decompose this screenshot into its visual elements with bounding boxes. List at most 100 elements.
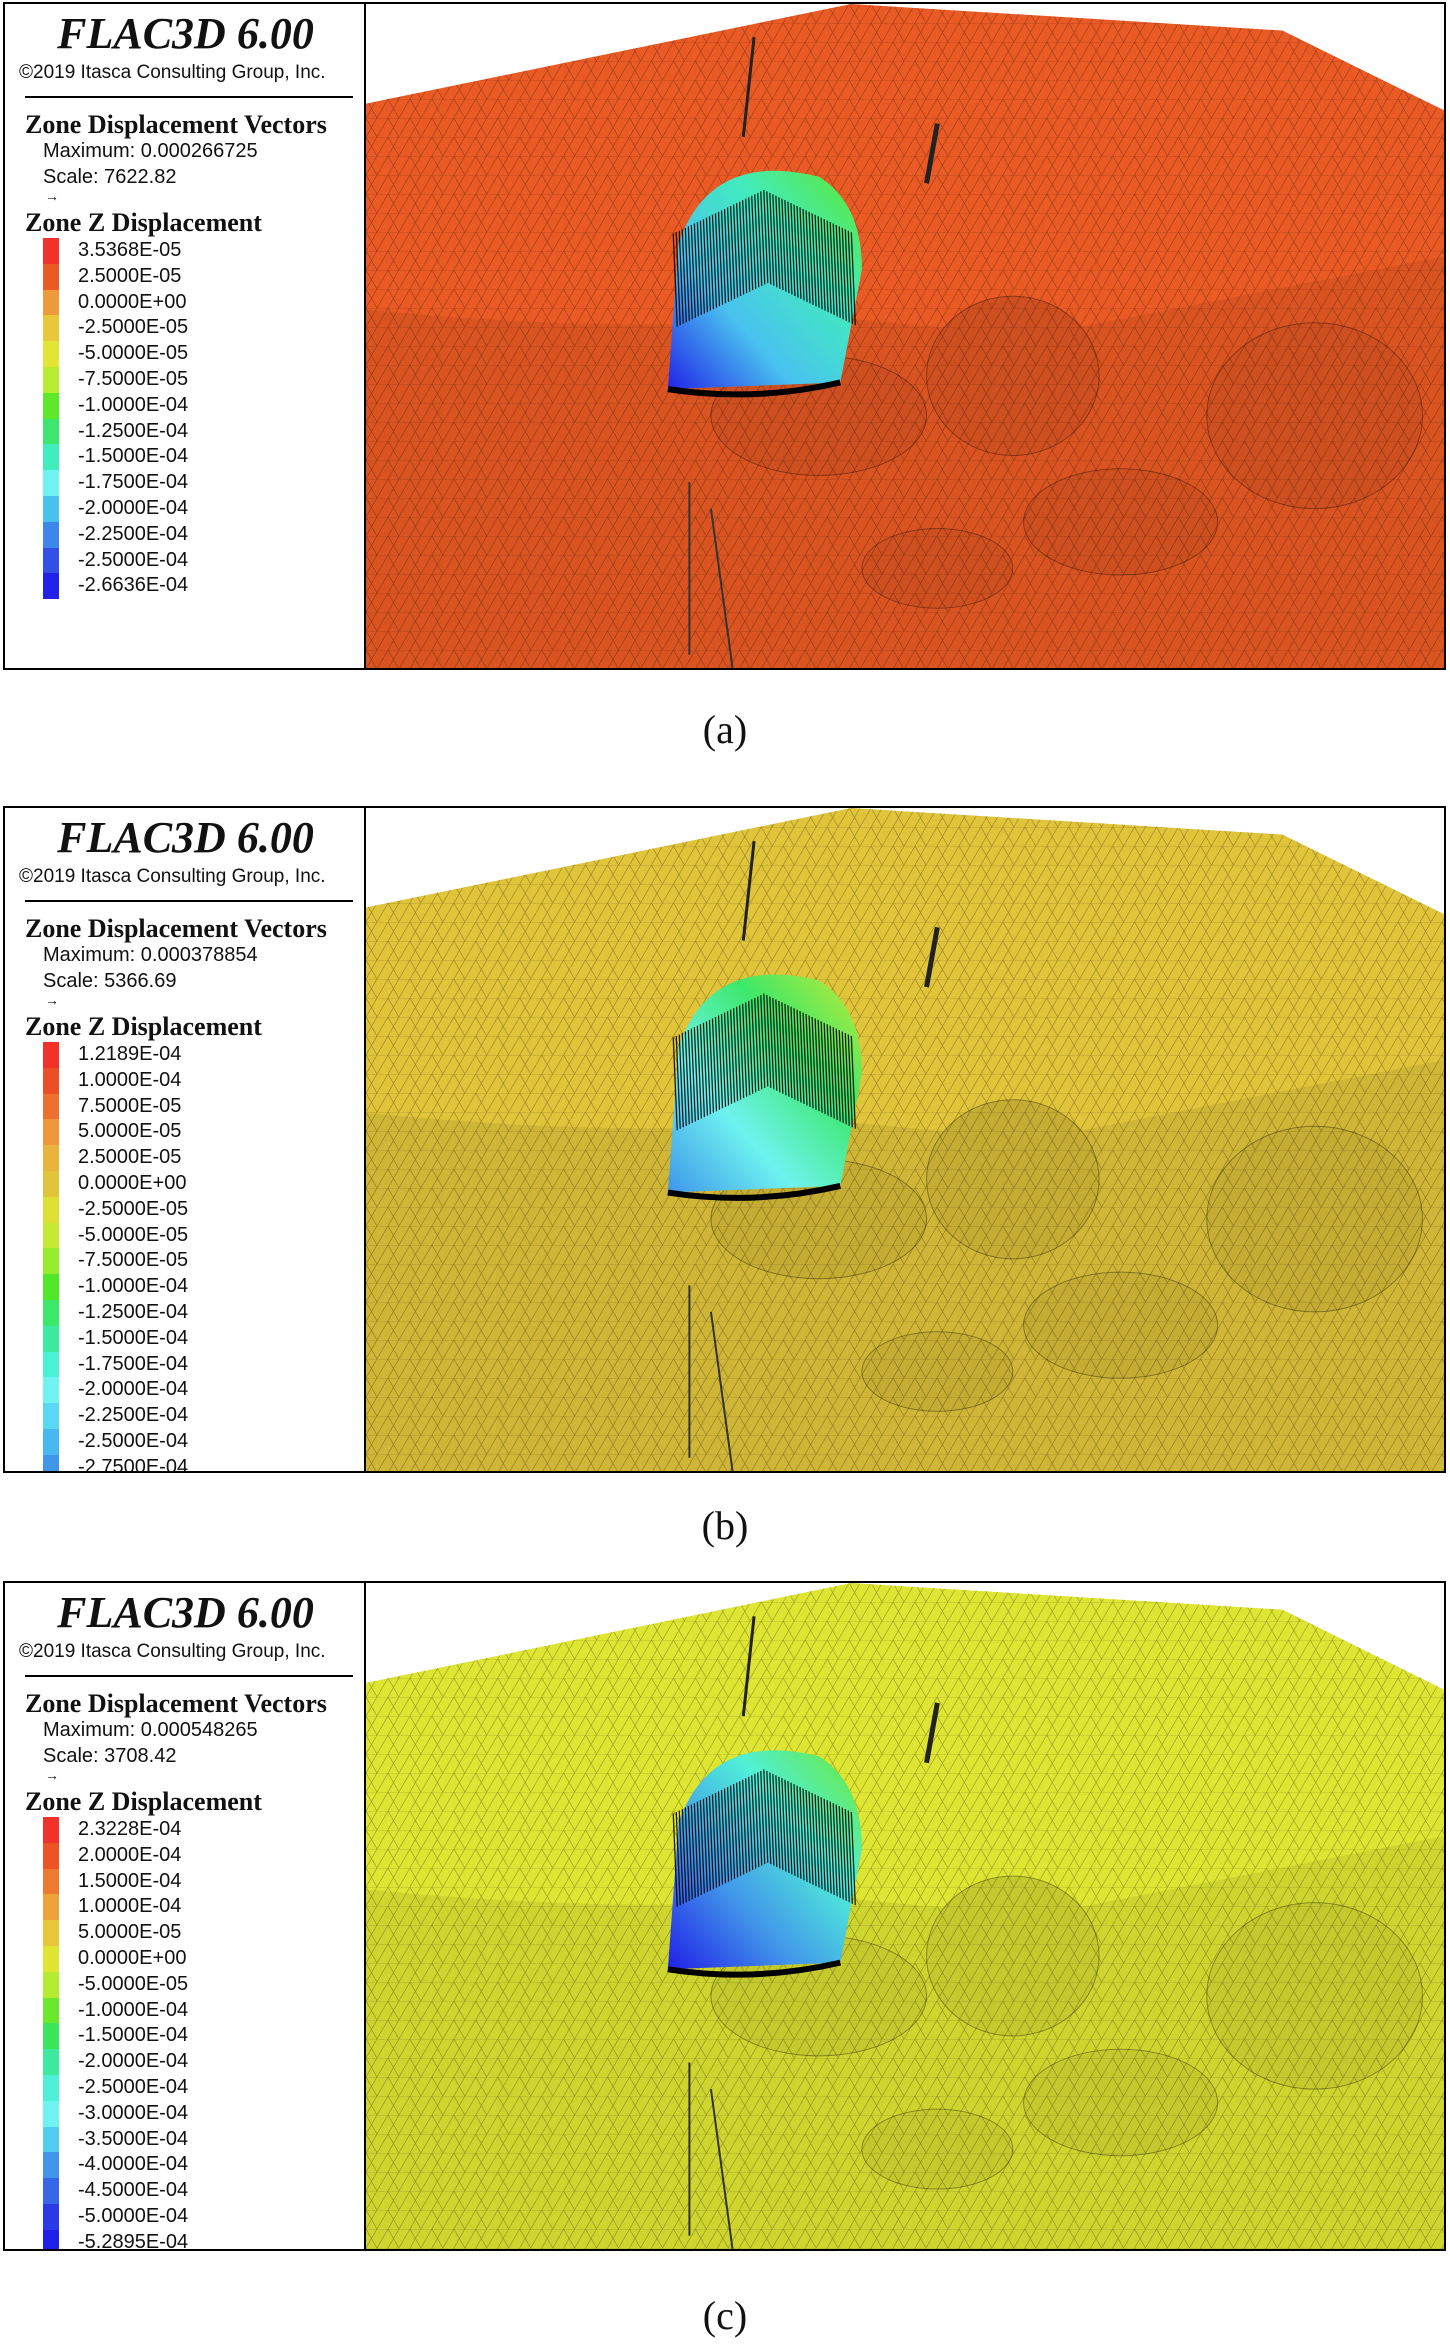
color-swatch bbox=[43, 315, 59, 342]
color-scale-label: -1.2500E-04 bbox=[78, 1301, 189, 1323]
copyright-text: ©2019 Itasca Consulting Group, Inc. bbox=[19, 62, 326, 83]
color-swatch bbox=[43, 1042, 59, 1068]
color-scale-label: 0.0000E+00 bbox=[78, 1947, 187, 1969]
legend-divider bbox=[25, 900, 353, 902]
color-scale-label: -1.0000E-04 bbox=[78, 1275, 189, 1298]
color-scale-label: -3.5000E-04 bbox=[78, 2127, 189, 2150]
color-swatch bbox=[43, 573, 59, 600]
contour-heading: Zone Z Displacement bbox=[25, 1787, 262, 1816]
color-scale-label: -2.0000E-04 bbox=[78, 2050, 189, 2073]
panel-a: FLAC3D 6.00 ©2019 Itasca Consulting Grou… bbox=[3, 2, 1446, 670]
color-swatch bbox=[43, 1377, 59, 1404]
panel-c: FLAC3D 6.00 ©2019 Itasca Consulting Grou… bbox=[3, 1581, 1446, 2251]
color-scale-label: -2.5000E-05 bbox=[78, 316, 189, 339]
color-scale-label: -2.0000E-04 bbox=[78, 1378, 189, 1401]
color-scale-label: -2.2500E-04 bbox=[78, 1404, 189, 1427]
model-viewport[interactable] bbox=[366, 808, 1444, 1471]
vectors-maximum: Maximum: 0.000266725 bbox=[43, 140, 258, 162]
color-scale-label: 1.0000E-04 bbox=[78, 1895, 182, 1918]
color-scale-label: 2.5000E-05 bbox=[78, 264, 182, 287]
legend-box: FLAC3D 6.00 ©2019 Itasca Consulting Grou… bbox=[5, 1583, 366, 2249]
color-scale-label: -1.0000E-04 bbox=[78, 393, 189, 416]
color-swatch bbox=[43, 2126, 59, 2153]
vectors-scale: Scale: 3708.42 bbox=[43, 1745, 177, 1767]
model-viewport[interactable] bbox=[366, 1583, 1444, 2249]
color-swatch bbox=[43, 289, 59, 316]
color-swatch bbox=[43, 1093, 59, 1120]
color-swatch bbox=[43, 1145, 59, 1172]
color-swatch bbox=[43, 1119, 59, 1146]
mesh-render bbox=[366, 4, 1444, 668]
color-swatch bbox=[43, 1920, 59, 1947]
color-swatch bbox=[43, 1817, 59, 1843]
color-swatch bbox=[43, 1351, 59, 1378]
vectors-heading: Zone Displacement Vectors bbox=[25, 110, 327, 139]
color-swatch bbox=[43, 1274, 59, 1301]
color-swatch bbox=[43, 547, 59, 574]
color-swatch bbox=[43, 1171, 59, 1197]
color-scale-label: 2.0000E-04 bbox=[78, 1843, 182, 1866]
figure-caption-b: (b) bbox=[701, 1503, 749, 1548]
color-swatch bbox=[43, 1248, 59, 1275]
color-scale-label: -5.2895E-04 bbox=[78, 2230, 189, 2251]
color-scale-label: -3.0000E-04 bbox=[78, 2101, 189, 2124]
color-swatch bbox=[43, 1222, 59, 1249]
mesh-render bbox=[366, 808, 1444, 1471]
color-swatch bbox=[43, 1868, 59, 1895]
color-swatch bbox=[43, 341, 59, 368]
color-scale-label: -5.0000E-05 bbox=[78, 1972, 189, 1995]
color-scale-label: -2.6636E-04 bbox=[78, 574, 189, 597]
legend-box: FLAC3D 6.00 ©2019 Itasca Consulting Grou… bbox=[5, 4, 366, 668]
vectors-heading: Zone Displacement Vectors bbox=[25, 1689, 327, 1718]
contour-heading: Zone Z Displacement bbox=[25, 1012, 262, 1041]
color-scale-label: 1.0000E-04 bbox=[78, 1068, 182, 1091]
color-swatch bbox=[43, 238, 59, 264]
vectors-scale: Scale: 5366.69 bbox=[43, 970, 177, 992]
color-scale-label: -1.7500E-04 bbox=[78, 1352, 189, 1375]
color-scale-label: -7.5000E-05 bbox=[78, 368, 189, 390]
color-swatch bbox=[43, 2229, 59, 2249]
vectors-maximum: Maximum: 0.000378854 bbox=[43, 944, 258, 966]
color-scale-label: -5.0000E-04 bbox=[78, 2205, 189, 2227]
color-swatch bbox=[43, 367, 59, 393]
color-swatch bbox=[43, 2100, 59, 2127]
vectors-scale: Scale: 7622.82 bbox=[43, 166, 177, 188]
color-swatch bbox=[43, 2023, 59, 2050]
color-swatch bbox=[43, 1403, 59, 1430]
copyright-text: ©2019 Itasca Consulting Group, Inc. bbox=[19, 866, 326, 887]
color-scale-label: 5.0000E-05 bbox=[78, 1921, 182, 1944]
color-swatch bbox=[43, 1997, 59, 2024]
color-swatch bbox=[43, 1842, 59, 1869]
color-scale-label: 1.5000E-04 bbox=[78, 1869, 182, 1892]
color-swatch bbox=[43, 1325, 59, 1352]
color-scale-label: -4.5000E-04 bbox=[78, 2179, 189, 2202]
color-swatch bbox=[43, 1971, 59, 1998]
color-scale-label: -1.5000E-04 bbox=[78, 445, 189, 468]
color-swatch bbox=[43, 444, 59, 471]
contour-heading: Zone Z Displacement bbox=[25, 208, 262, 237]
color-scale-label: 0.0000E+00 bbox=[78, 290, 187, 313]
color-scale-label: -1.2500E-04 bbox=[78, 419, 189, 442]
color-swatch bbox=[43, 1067, 59, 1094]
color-scale-label: -1.5000E-04 bbox=[78, 1326, 189, 1349]
panel-b: FLAC3D 6.00 ©2019 Itasca Consulting Grou… bbox=[3, 806, 1446, 1473]
vector-arrow-icon: → bbox=[45, 1767, 59, 1783]
color-swatch bbox=[43, 2152, 59, 2179]
model-viewport[interactable] bbox=[366, 4, 1444, 668]
color-scale-label: 7.5000E-05 bbox=[78, 1094, 182, 1117]
color-scale-label: -5.0000E-05 bbox=[78, 342, 189, 365]
app-title: FLAC3D 6.00 bbox=[57, 1588, 314, 1637]
app-title: FLAC3D 6.00 bbox=[57, 813, 314, 862]
color-swatch bbox=[43, 1429, 59, 1455]
legend-divider bbox=[25, 96, 353, 98]
color-scale-label: -2.5000E-04 bbox=[78, 2076, 189, 2098]
color-scale-label: 1.2189E-04 bbox=[78, 1043, 182, 1065]
color-scale-label: -2.5000E-05 bbox=[78, 1197, 189, 1220]
color-scale-label: -7.5000E-05 bbox=[78, 1249, 189, 1272]
vector-arrow-icon: → bbox=[45, 188, 59, 204]
color-scale-label: -1.5000E-04 bbox=[78, 2024, 189, 2047]
mesh-render bbox=[366, 1583, 1444, 2249]
color-swatch bbox=[43, 2075, 59, 2101]
figure-caption-a: (a) bbox=[702, 707, 748, 752]
color-swatch bbox=[43, 1300, 59, 1326]
